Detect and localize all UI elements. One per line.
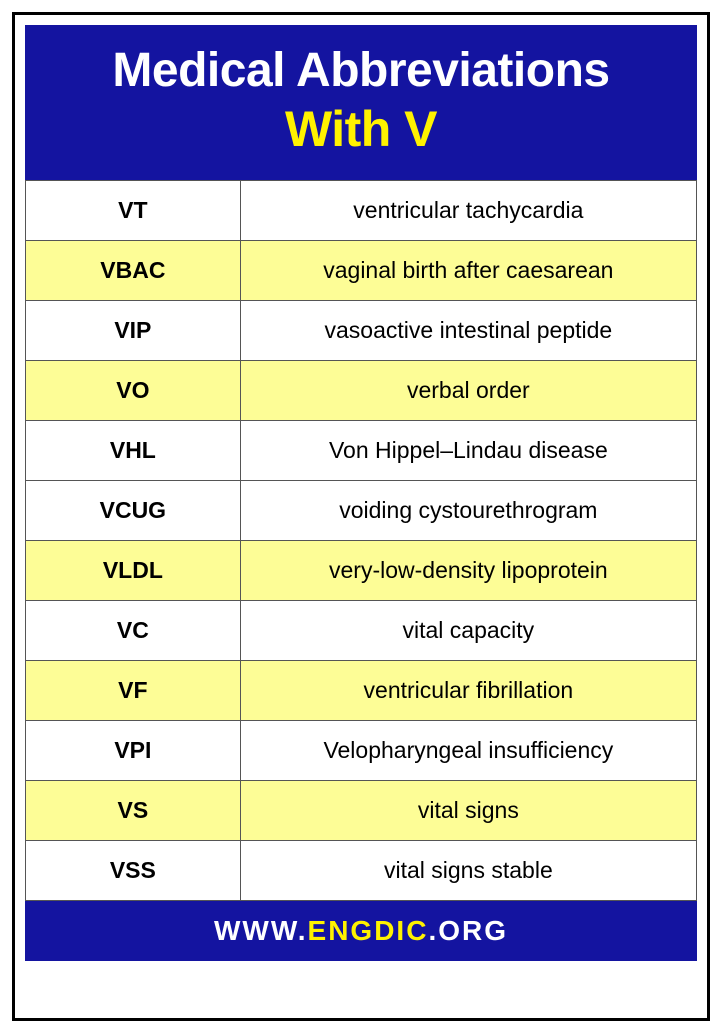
abbr-cell: VHL xyxy=(26,421,241,481)
definition-cell: vital signs xyxy=(240,781,696,841)
table-row: VCvital capacity xyxy=(26,601,697,661)
definition-cell: vasoactive intestinal peptide xyxy=(240,301,696,361)
title-line-2: With V xyxy=(35,100,687,158)
abbr-cell: VLDL xyxy=(26,541,241,601)
abbr-cell: VPI xyxy=(26,721,241,781)
table-row: VHLVon Hippel–Lindau disease xyxy=(26,421,697,481)
table-row: VSSvital signs stable xyxy=(26,841,697,901)
abbr-cell: VF xyxy=(26,661,241,721)
title-line-1: Medical Abbreviations xyxy=(35,43,687,98)
definition-cell: vital signs stable xyxy=(240,841,696,901)
footer-suffix: .ORG xyxy=(428,915,508,946)
abbr-cell: VBAC xyxy=(26,241,241,301)
abbr-cell: VS xyxy=(26,781,241,841)
definition-cell: ventricular fibrillation xyxy=(240,661,696,721)
abbr-cell: VIP xyxy=(26,301,241,361)
definition-cell: Velopharyngeal insufficiency xyxy=(240,721,696,781)
abbr-cell: VT xyxy=(26,181,241,241)
footer-main: ENGDIC xyxy=(308,915,429,946)
abbr-cell: VCUG xyxy=(26,481,241,541)
definition-cell: Von Hippel–Lindau disease xyxy=(240,421,696,481)
table-row: VIPvasoactive intestinal peptide xyxy=(26,301,697,361)
table-row: VSvital signs xyxy=(26,781,697,841)
table-row: VBACvaginal birth after caesarean xyxy=(26,241,697,301)
abbr-cell: VC xyxy=(26,601,241,661)
table-row: VFventricular fibrillation xyxy=(26,661,697,721)
definition-cell: ventricular tachycardia xyxy=(240,181,696,241)
table-row: VOverbal order xyxy=(26,361,697,421)
definition-cell: vaginal birth after caesarean xyxy=(240,241,696,301)
table-row: VPIVelopharyngeal insufficiency xyxy=(26,721,697,781)
table-row: VTventricular tachycardia xyxy=(26,181,697,241)
abbr-cell: VO xyxy=(26,361,241,421)
card-frame: Medical Abbreviations With V VTventricul… xyxy=(12,12,710,1021)
abbreviations-table: VTventricular tachycardiaVBACvaginal bir… xyxy=(25,180,697,901)
definition-cell: vital capacity xyxy=(240,601,696,661)
abbr-cell: VSS xyxy=(26,841,241,901)
definition-cell: verbal order xyxy=(240,361,696,421)
definition-cell: very-low-density lipoprotein xyxy=(240,541,696,601)
header: Medical Abbreviations With V xyxy=(25,25,697,180)
definition-cell: voiding cystourethrogram xyxy=(240,481,696,541)
footer-prefix: WWW. xyxy=(214,915,308,946)
table-row: VLDLvery-low-density lipoprotein xyxy=(26,541,697,601)
table-row: VCUGvoiding cystourethrogram xyxy=(26,481,697,541)
footer: WWW.ENGDIC.ORG xyxy=(25,901,697,961)
footer-text: WWW.ENGDIC.ORG xyxy=(214,915,508,946)
